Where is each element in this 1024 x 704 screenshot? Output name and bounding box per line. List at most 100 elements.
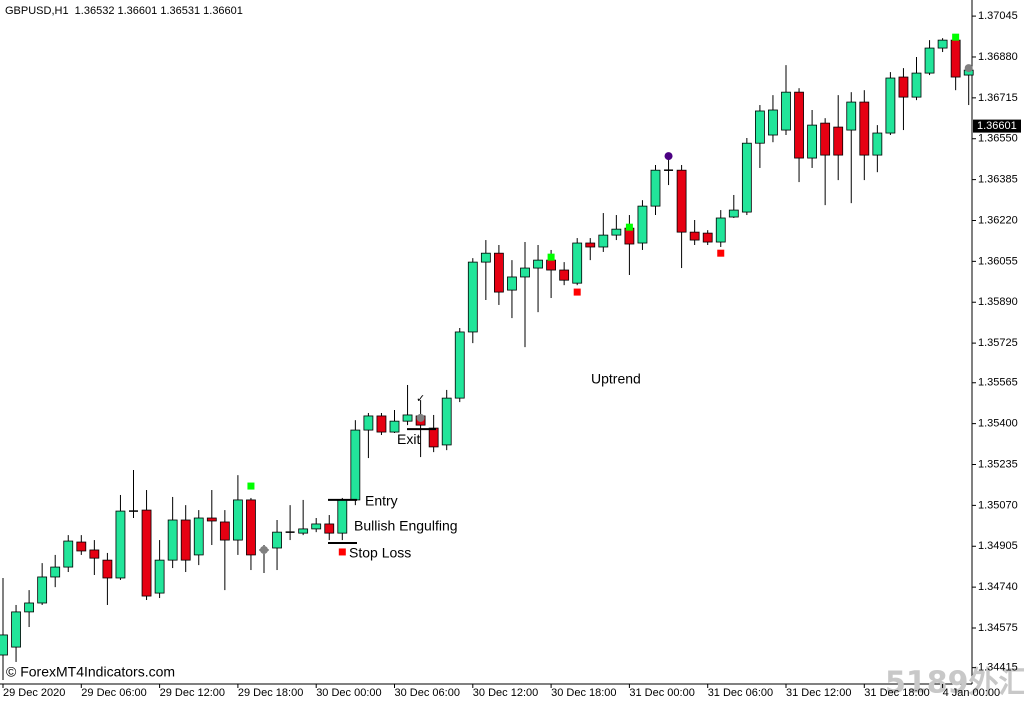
candle-body	[924, 47, 935, 74]
x-tick-label: 31 Dec 06:00	[708, 687, 773, 699]
trend-annotation: Uptrend	[591, 371, 641, 387]
y-tick-label: 1.36385	[978, 174, 1018, 186]
candle-body	[167, 519, 178, 561]
candle-body	[480, 252, 491, 263]
x-tick-label: 29 Dec 12:00	[160, 687, 225, 699]
signal-marker	[573, 288, 581, 296]
candle-body	[376, 415, 387, 433]
x-tick-label: 31 Dec 18:00	[864, 687, 929, 699]
pattern-annotation: Bullish Engulfing	[354, 518, 458, 534]
x-tick-label: 30 Dec 18:00	[551, 687, 616, 699]
candle-body	[50, 566, 61, 578]
candle-body	[115, 510, 126, 579]
candle-body	[507, 276, 517, 291]
y-tick-label: 1.35235	[978, 458, 1018, 470]
level-label: Entry	[365, 493, 398, 509]
candle-body	[702, 232, 713, 243]
candle-body	[885, 77, 896, 134]
candle-body	[846, 101, 857, 131]
signal-marker	[964, 64, 973, 73]
candle-body	[807, 124, 817, 159]
candle-body	[37, 576, 48, 604]
chart-title: GBPUSD,H1 1.36532 1.36601 1.36531 1.3660…	[5, 5, 243, 17]
candle-body	[0, 634, 8, 656]
candle-body	[768, 109, 778, 136]
y-tick-label: 1.35400	[978, 418, 1018, 430]
candle-body	[232, 499, 243, 541]
x-tick-label: 29 Dec 06:00	[81, 687, 146, 699]
y-tick-label: 1.34905	[978, 540, 1018, 552]
signal-marker	[664, 152, 673, 161]
x-tick-label: 30 Dec 12:00	[473, 687, 538, 699]
candle-body	[76, 541, 87, 552]
candle-body	[689, 231, 700, 241]
signal-marker	[260, 545, 268, 554]
y-tick-label: 1.34575	[978, 622, 1018, 634]
candle-body	[324, 523, 335, 534]
candle-body	[715, 217, 726, 243]
candle-body	[911, 72, 922, 98]
candle-body	[206, 517, 217, 522]
y-tick-label: 1.36880	[978, 51, 1018, 63]
y-tick-label: 1.35890	[978, 296, 1018, 308]
candle-body	[520, 267, 530, 278]
y-tick-label: 1.34740	[978, 581, 1018, 593]
candle-body	[428, 427, 439, 448]
signal-marker	[625, 223, 633, 231]
signal-marker	[338, 548, 346, 556]
candle-body	[493, 252, 504, 293]
candle-body	[180, 519, 191, 561]
y-tick-label: 1.36550	[978, 133, 1018, 145]
signal-marker	[717, 249, 725, 257]
x-tick-label: 31 Dec 12:00	[786, 687, 851, 699]
y-tick-label: 1.35070	[978, 499, 1018, 511]
candle-body	[193, 517, 204, 556]
x-tick-label: 31 Dec 00:00	[629, 687, 694, 699]
candle-body	[859, 101, 870, 156]
candle-body	[24, 602, 35, 613]
candle-body	[820, 122, 831, 156]
candle-body	[141, 509, 152, 597]
level-label: Stop Loss	[349, 545, 411, 561]
candle-body	[559, 269, 570, 281]
candle-body	[872, 132, 883, 156]
corner-watermark: 5189外汇网	[885, 666, 1024, 701]
y-tick-label: 1.35725	[978, 337, 1018, 349]
candle-body	[154, 559, 165, 594]
x-tick-label: 4 Jan 00:00	[943, 687, 1001, 699]
level-label: Exit	[397, 431, 420, 447]
current-price-label: 1.36601	[977, 120, 1017, 132]
candle-body	[533, 259, 543, 269]
candle-body	[898, 76, 909, 98]
candle-body	[11, 611, 21, 648]
candle-body	[298, 528, 309, 534]
candle-body	[728, 209, 739, 218]
candle-body	[650, 169, 661, 207]
x-tick-label: 30 Dec 06:00	[395, 687, 460, 699]
candle-body	[781, 91, 791, 131]
candle-body	[585, 242, 596, 248]
candle-body	[337, 499, 348, 534]
current-price-box	[973, 119, 1021, 133]
candle-body	[246, 499, 256, 556]
watermark: © ForexMT4Indicators.com	[6, 664, 175, 680]
candle-body	[311, 523, 322, 530]
candle-body	[102, 559, 113, 579]
x-tick-label: 29 Dec 18:00	[238, 687, 303, 699]
candle-body	[454, 331, 465, 399]
candle-body	[389, 420, 400, 433]
y-tick-label: 1.36220	[978, 214, 1018, 226]
signal-marker	[247, 482, 255, 490]
candle-body	[219, 521, 230, 541]
candle-body	[833, 126, 844, 156]
candle-body	[598, 234, 609, 248]
signal-marker	[547, 253, 555, 261]
y-tick-label: 1.36055	[978, 255, 1018, 267]
candle-body	[637, 205, 648, 244]
x-tick-label: 29 Dec 2020	[3, 687, 65, 699]
candle-body	[676, 169, 687, 233]
candle-body	[937, 39, 948, 49]
candle-body	[467, 261, 478, 333]
y-tick-label: 1.34415	[978, 662, 1018, 674]
